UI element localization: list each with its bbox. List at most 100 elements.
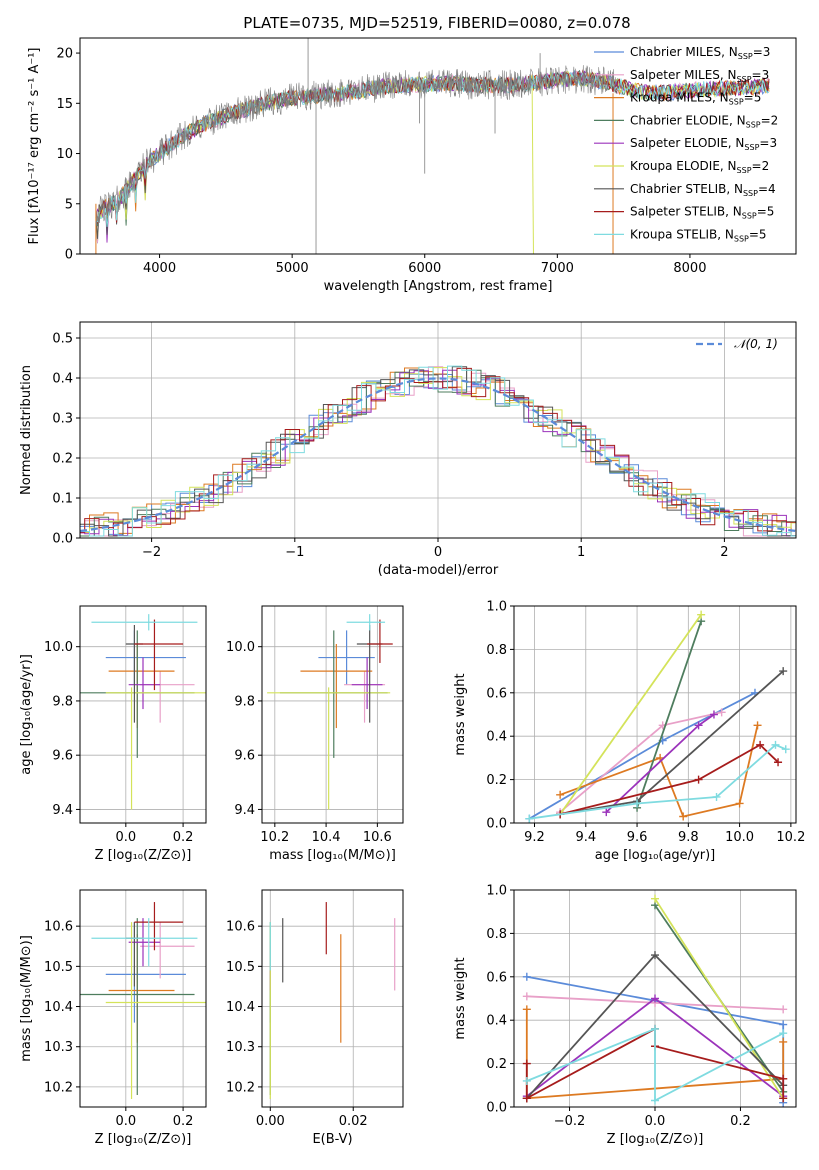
y-tick-label: 10.0	[226, 640, 255, 655]
weight-series-line	[529, 743, 787, 820]
x-axis-label: mass [log₁₀(M/M⊙)]	[269, 848, 396, 863]
errorbar-point	[91, 614, 198, 631]
legend-label: Chabrier ELODIE, NSSP=2	[630, 113, 778, 129]
x-axis-label: Z [log₁₀(Z/Z⊙)]	[607, 1132, 704, 1147]
legend-label: Salpeter STELIB, NSSP=5	[630, 205, 774, 221]
weight-point-marker	[753, 721, 762, 730]
legend-label-main: Salpeter ELODIE, N	[630, 136, 744, 150]
axes-frame	[79, 37, 797, 255]
y-tick-label: 0.0	[52, 532, 73, 547]
axes-frame	[513, 605, 797, 824]
y-tick-label: 0.0	[486, 817, 507, 832]
panel-mass-vs-Z: 0.0 0.2 10.2 10.3 10.4 10.5 10.6 Z [log₁₀(Z/Z⊙)…	[19, 889, 207, 1147]
y-tick-label: 10.0	[44, 640, 73, 655]
panel-residuals: −2 −1 0 1 2 0.0 0.1 0.2 0.3 0.4 0.5 (data-model)/er…	[19, 321, 797, 578]
weight-point-marker	[651, 994, 659, 1003]
weight-point-marker	[717, 708, 726, 717]
y-tick-label: 10.3	[226, 1040, 255, 1055]
weight-point-marker	[522, 992, 531, 1001]
x-tick-label: 9.4	[575, 830, 596, 845]
weight-point-marker	[522, 1094, 531, 1103]
axes-frame	[261, 605, 404, 824]
weight-point-marker	[651, 951, 659, 960]
legend-label-sub: SSP	[737, 166, 752, 175]
weight-point-marker	[779, 1005, 788, 1014]
axes-frame	[79, 605, 207, 824]
legend-label-main: Salpeter MILES, N	[630, 68, 737, 82]
legend-label-main: Chabrier ELODIE, N	[630, 113, 746, 127]
x-tick-label: −1	[285, 545, 304, 560]
panel-mass-vs-ebv: 0.00 0.02 10.2 10.3 10.4 10.5 10.6 E(B-V)	[226, 889, 404, 1147]
weight-point-marker	[709, 710, 718, 719]
weight-point-marker	[522, 1059, 531, 1068]
panel-weight-vs-Z: −0.2 0.0 0.2 0.0 0.2 0.4 0.6 0.8 1.0 Z [log₁₀(Z/Z…	[453, 884, 797, 1147]
x-tick-label: 10.4	[312, 830, 341, 845]
errorbar-point	[105, 630, 186, 685]
weight-series	[556, 667, 788, 819]
legend-label: Kroupa MILES, NSSP=5	[630, 91, 761, 107]
weight-point-marker	[602, 808, 611, 817]
y-axis-label: mass weight	[453, 957, 468, 1039]
errorbar-point	[356, 624, 383, 723]
weight-point-marker	[779, 1020, 788, 1029]
weight-point-marker	[735, 799, 744, 808]
y-tick-label: 10.6	[226, 920, 255, 935]
errorbar-point	[140, 671, 195, 723]
weight-point-marker	[679, 812, 688, 821]
x-tick-label: 10.2	[776, 830, 805, 845]
y-tick-label: 10.5	[226, 960, 255, 975]
panel-age-vs-mass: 10.2 10.4 10.6 9.4 9.6 9.8 10.0 mass [log₁₀(M/M…	[226, 605, 404, 863]
weight-series	[602, 710, 718, 817]
y-tick-label: 0.6	[486, 970, 507, 985]
axes-frame	[79, 321, 797, 539]
residual-histogram-step	[80, 367, 796, 533]
errorbar-point	[128, 657, 161, 710]
y-tick-label: 0	[65, 248, 73, 263]
errorbar-point	[318, 630, 375, 685]
x-tick-label: 6000	[408, 261, 441, 276]
x-tick-label: 5000	[276, 261, 309, 276]
y-axis-label: Flux [fλ10⁻¹⁷ erg cm⁻² s⁻¹ A⁻¹]	[27, 48, 42, 245]
plot-area	[80, 614, 206, 810]
plot-area	[522, 894, 788, 1107]
legend-label: Kroupa ELODIE, NSSP=2	[630, 159, 769, 175]
weight-point-marker	[522, 1076, 531, 1085]
weight-series	[556, 610, 706, 819]
weight-point-marker	[651, 894, 659, 903]
x-axis-label: wavelength [Angstrom, rest frame]	[324, 279, 553, 294]
weight-point-marker	[556, 790, 565, 799]
legend-label-main: Chabrier MILES, N	[630, 45, 738, 59]
errorbar-point	[344, 671, 386, 723]
y-tick-label: 0.0	[486, 1101, 507, 1116]
y-tick-label: 0.5	[52, 332, 73, 347]
errorbar-point	[134, 619, 184, 691]
weight-point-marker	[651, 1024, 659, 1033]
y-tick-label: 1.0	[486, 600, 507, 615]
y-axis-label: mass [log₁₀(M/M⊙)]	[19, 935, 34, 1062]
weight-series	[651, 894, 788, 1103]
legend-label-sub: SSP	[729, 98, 744, 107]
errorbar-point	[91, 918, 198, 967]
weight-point-marker	[779, 1074, 788, 1083]
legend-label-main: Chabrier STELIB, N	[630, 182, 743, 196]
y-tick-label: 10	[56, 147, 73, 162]
weight-series	[525, 740, 790, 823]
weight-point-marker	[779, 1094, 788, 1103]
y-tick-label: 0.2	[486, 773, 507, 788]
x-tick-label: 10.6	[363, 830, 392, 845]
y-tick-label: 0.1	[52, 492, 73, 507]
x-tick-label: 0	[434, 545, 442, 560]
residual-histogram-step	[80, 365, 796, 537]
weight-point-marker	[522, 1005, 531, 1014]
legend-label-suffix: =2	[752, 159, 770, 173]
errorbar-point	[80, 630, 195, 758]
legend-label: Chabrier STELIB, NSSP=4	[630, 182, 776, 198]
legend-label-suffix: =3	[752, 68, 770, 82]
legend-label-main: Kroupa STELIB, N	[630, 227, 734, 241]
axes-frame	[261, 889, 404, 1108]
weight-point-marker	[712, 792, 721, 801]
legend-label-main: Kroupa ELODIE, N	[630, 159, 737, 173]
errorbar-point	[108, 934, 175, 1043]
errorbar-point	[105, 922, 206, 1099]
